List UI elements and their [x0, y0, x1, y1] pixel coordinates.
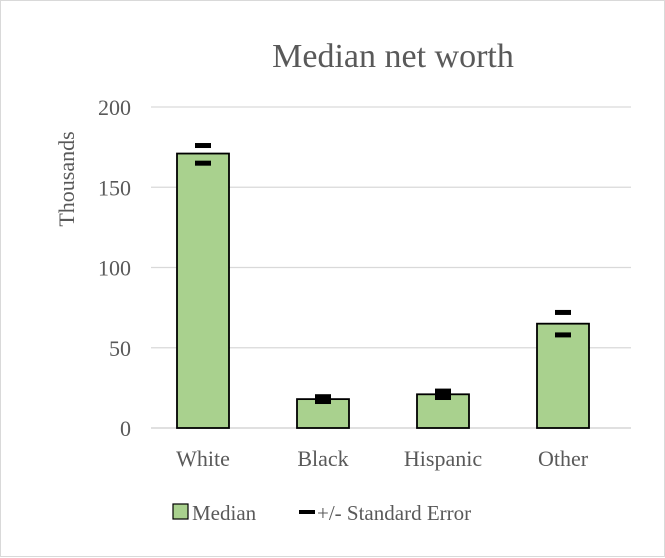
x-tick-label: Black	[297, 446, 348, 471]
y-axis-ticks: 0 50 100 150 200	[98, 95, 131, 441]
y-tick-label: 50	[109, 336, 131, 361]
y-tick-label: 150	[98, 175, 131, 200]
bars	[176, 152, 590, 429]
legend-label-error: +/- Standard Error	[317, 501, 471, 525]
x-tick-label: Other	[538, 446, 589, 471]
error-marker	[555, 309, 571, 315]
legend-swatch-median	[172, 503, 189, 520]
legend-label-median: Median	[192, 501, 257, 525]
error-marker	[435, 388, 451, 394]
error-marker	[555, 332, 571, 338]
chart-title: Median net worth	[272, 38, 514, 75]
legend: Median +/- Standard Error	[172, 501, 471, 525]
error-marker	[315, 399, 331, 405]
x-axis-ticks: White Black Hispanic Other	[176, 446, 589, 471]
error-marker	[195, 160, 211, 166]
legend-swatch-error	[299, 510, 315, 514]
error-marker	[195, 143, 211, 149]
y-tick-label: 100	[98, 256, 131, 281]
bar	[536, 322, 590, 429]
y-tick-label: 0	[120, 416, 131, 441]
error-marker	[435, 395, 451, 401]
x-tick-label: White	[176, 446, 230, 471]
x-tick-label: Hispanic	[404, 446, 482, 471]
bar	[176, 152, 230, 429]
error-marker	[315, 394, 331, 400]
y-tick-label: 200	[98, 95, 131, 120]
y-axis-label: Thousands	[54, 131, 79, 226]
error-markers	[195, 143, 571, 405]
